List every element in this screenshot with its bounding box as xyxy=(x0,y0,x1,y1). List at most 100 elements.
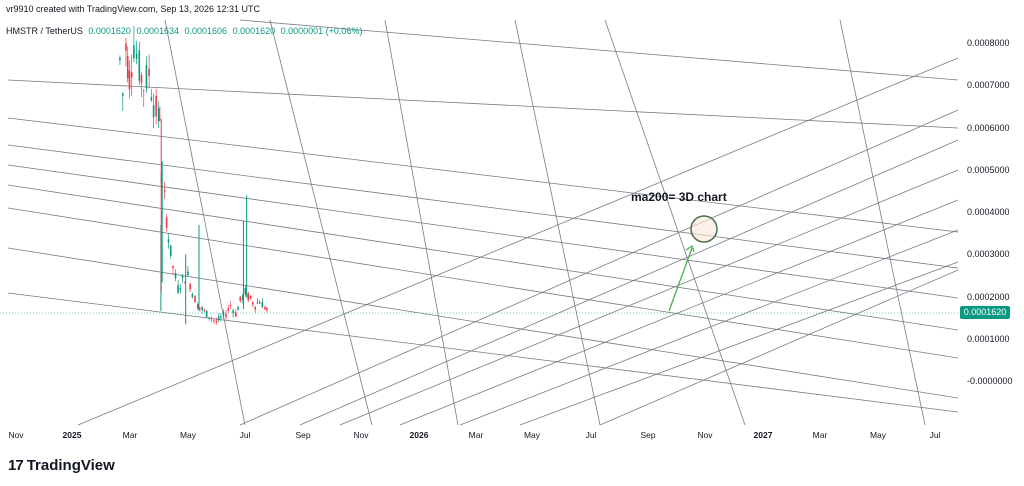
fan-line xyxy=(459,229,959,426)
candle-body xyxy=(142,90,145,92)
fan-line xyxy=(339,169,959,426)
candle-body xyxy=(249,295,252,299)
x-tick-label: 2025 xyxy=(63,430,82,440)
candle-body xyxy=(181,275,184,278)
candle-body xyxy=(179,288,182,290)
annotation-text: ma200= 3D chart xyxy=(631,190,727,204)
candle-body xyxy=(187,271,189,276)
low-value: 0.0001606 xyxy=(184,26,228,36)
candle-body xyxy=(172,265,174,268)
candle-body xyxy=(203,309,206,311)
candle-body xyxy=(229,305,232,306)
candle-body xyxy=(208,317,210,319)
price-tick-label: 0.0004000 xyxy=(967,207,1010,218)
candle-body xyxy=(222,311,225,316)
open-value: 0.0001620 xyxy=(88,26,131,36)
target-circle xyxy=(690,215,718,243)
candle-body xyxy=(201,307,203,310)
price-tick-label: 0.0001000 xyxy=(967,334,1010,344)
vertical-line xyxy=(384,19,459,426)
candle-body xyxy=(254,306,256,310)
vertical-line xyxy=(164,19,246,426)
fan-line xyxy=(299,139,959,426)
x-tick-label: Mar xyxy=(469,430,484,440)
x-tick-label: May xyxy=(870,430,887,440)
current-price-badge: 0.0001620 xyxy=(960,306,1010,319)
candle-body xyxy=(133,45,135,59)
channel-line xyxy=(7,164,959,299)
fan-line xyxy=(399,199,959,426)
x-axis: Nov 2025 Mar May Jul Sep Nov 2026 Mar May Jul Sep No… xyxy=(8,430,940,440)
candle-body xyxy=(210,318,213,320)
x-tick-label: Nov xyxy=(697,430,713,440)
chart-attribution: vr9910 created with TradingView.com, Sep… xyxy=(6,4,260,14)
vertical-line xyxy=(269,19,373,426)
candle-body xyxy=(148,68,150,77)
candle-body xyxy=(152,105,155,118)
channel-line xyxy=(239,19,959,81)
candle-body xyxy=(169,245,172,256)
candle-body xyxy=(125,43,127,51)
x-tick-label: Sep xyxy=(640,430,655,440)
x-tick-label: Nov xyxy=(353,430,369,440)
price-tick-label: 0.0008000 xyxy=(967,38,1010,48)
candle-body xyxy=(237,307,239,310)
x-tick-label: Sep xyxy=(295,430,310,440)
candle-body xyxy=(150,97,153,101)
x-tick-label: May xyxy=(180,430,197,440)
candle-body xyxy=(159,118,161,120)
annotation: ma200= 3D chart xyxy=(631,190,727,312)
x-tick-label: Jul xyxy=(930,430,941,440)
channel-line xyxy=(7,117,959,233)
fan-line xyxy=(519,261,959,426)
candle-body xyxy=(140,75,143,84)
channel-line xyxy=(7,184,959,331)
candle-body xyxy=(128,70,131,90)
candle-body xyxy=(227,308,230,311)
candle-body xyxy=(126,55,129,79)
candle-body xyxy=(174,273,177,279)
price-tick-label: 0.0007000 xyxy=(967,80,1010,91)
candle-body xyxy=(155,95,157,117)
candle-body xyxy=(196,304,199,309)
candle-body xyxy=(258,301,261,304)
x-tick-label: Mar xyxy=(123,430,138,440)
x-tick-label: Jul xyxy=(240,430,251,440)
candle-body xyxy=(145,65,148,89)
candle-body xyxy=(199,307,201,309)
fan-line xyxy=(599,269,959,426)
candle-body xyxy=(130,72,133,78)
candle-body xyxy=(242,295,244,300)
x-tick-label: 2026 xyxy=(410,430,429,440)
price-tick-label: 0.0005000 xyxy=(967,164,1010,175)
candle-body xyxy=(119,57,121,61)
high-value: 0.0001634 xyxy=(136,26,179,36)
vertical-line xyxy=(839,19,926,426)
channel-line xyxy=(7,247,959,399)
price-tick-label: -0.0000000 xyxy=(967,376,1013,387)
projection-arrow xyxy=(668,247,693,312)
fan-line xyxy=(77,57,959,426)
candle-body xyxy=(138,50,141,81)
symbol-name[interactable]: HMSTR / TetherUS xyxy=(6,26,83,36)
symbol-legend: HMSTR / TetherUS 0.0001620 0.0001634 0.0… xyxy=(6,26,362,36)
candle-body xyxy=(252,302,254,305)
x-tick-label: Jul xyxy=(586,430,597,440)
candle-body xyxy=(177,284,179,293)
x-tick-label: 2027 xyxy=(754,430,773,440)
channel-line xyxy=(7,292,959,413)
candle-body xyxy=(167,239,170,243)
change-value: 0.0000001 (+0.06%) xyxy=(280,26,363,36)
candle-body xyxy=(215,320,218,323)
candle-body xyxy=(194,295,196,303)
footer-logo[interactable]: 17 TradingView xyxy=(8,457,115,474)
price-tick-label: 0.0002000 xyxy=(967,291,1010,302)
x-tick-label: May xyxy=(524,430,541,440)
candle-body xyxy=(213,319,215,321)
brand-name: TradingView xyxy=(26,457,115,474)
candle-body xyxy=(244,288,247,295)
candle-body xyxy=(220,316,222,318)
candle-body xyxy=(135,53,138,59)
x-tick-label: Mar xyxy=(813,430,828,440)
